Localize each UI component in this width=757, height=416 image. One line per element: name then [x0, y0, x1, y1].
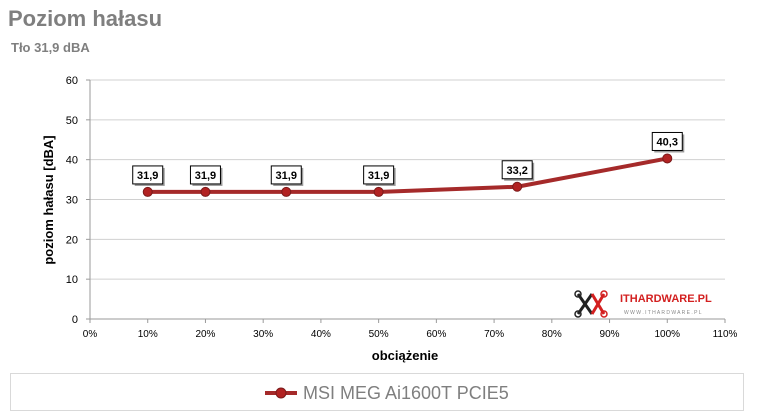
data-label: 33,2 — [506, 165, 527, 177]
data-point — [662, 153, 673, 164]
legend-swatch — [263, 383, 299, 403]
x-tick-label: 110% — [713, 329, 738, 340]
y-tick-label: 20 — [66, 234, 78, 246]
data-label-box — [132, 165, 164, 185]
ithardware-logo: ITHARDWARE.PL W W W . I T H A R D W A R … — [574, 288, 724, 324]
grid-layer — [90, 79, 725, 280]
logo-graphic: ITHARDWARE.PL W W W . I T H A R D W A R … — [574, 290, 712, 318]
data-point — [512, 181, 523, 192]
data-label: 31,9 — [137, 170, 158, 182]
y-tick-label: 30 — [66, 195, 78, 207]
chart-title: Poziom hałasu — [8, 6, 163, 31]
y-tick-label: 10 — [66, 274, 78, 286]
logo-mark — [574, 290, 608, 318]
x-tick-label: 20% — [195, 329, 215, 340]
data-point — [281, 186, 292, 197]
legend: MSI MEG Ai1600T PCIE5 — [10, 373, 744, 411]
series-line — [147, 156, 668, 194]
x-tick-label: 10% — [138, 329, 158, 340]
data-label: 31,9 — [276, 170, 297, 182]
data-label-box — [189, 165, 221, 185]
y-tick-label: 0 — [72, 314, 78, 326]
legend-label: MSI MEG Ai1600T PCIE5 — [303, 382, 509, 403]
data-label-box — [651, 131, 683, 151]
y-tick-label: 50 — [66, 115, 78, 127]
x-tick-label: 30% — [253, 329, 273, 340]
data-label-box — [501, 160, 533, 180]
data-point — [200, 186, 211, 197]
data-point — [142, 186, 153, 197]
x-tick-label: 60% — [426, 329, 446, 340]
x-tick-label: 80% — [542, 329, 562, 340]
data-point — [373, 186, 384, 197]
logo-brand: ITHARDWARE.PL — [620, 293, 712, 305]
data-label: 31,9 — [195, 170, 216, 182]
logo-url: W W W . I T H A R D W A R E . P L — [624, 310, 702, 316]
x-tick-label: 100% — [654, 329, 680, 340]
chart-subtitle: Tło 31,9 dBA — [11, 40, 90, 55]
data-label: 31,9 — [368, 170, 389, 182]
y-tick-label: 60 — [66, 75, 78, 87]
line-chart: 0 10 20 30 40 50 60 0% 10% 20% 30% 40% 50% 60% 70% 80% 9… — [41, 75, 738, 363]
x-axis-label: obciążenie — [372, 348, 438, 363]
x-tick-label: 70% — [484, 329, 504, 340]
axis-layer: 0 10 20 30 40 50 60 0% 10% 20% 30% 40% 50% 60% 70% 80% 9… — [66, 75, 738, 340]
x-tick-label: 0% — [83, 329, 98, 340]
series-layer: 31,9 31,9 31,9 31,9 33,2 40,3 — [132, 131, 685, 197]
x-tick-label: 50% — [369, 329, 389, 340]
y-axis-label: poziom hałasu [dBA] — [41, 135, 56, 264]
data-label-box — [363, 165, 395, 185]
x-tick-label: 90% — [600, 329, 620, 340]
x-tick-label: 40% — [311, 329, 331, 340]
data-label: 40,3 — [657, 136, 678, 148]
data-label-box — [270, 165, 302, 185]
y-tick-label: 40 — [66, 155, 78, 167]
